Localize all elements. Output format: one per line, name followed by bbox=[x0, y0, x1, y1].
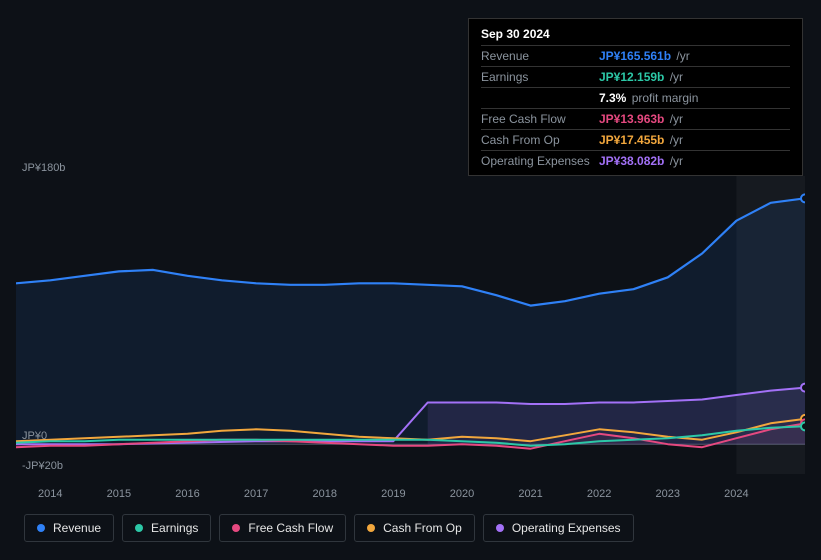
tooltip-row-value: JP¥17.455b bbox=[599, 133, 664, 147]
tooltip-row-value: JP¥165.561b bbox=[599, 49, 671, 63]
legend-label: Revenue bbox=[53, 521, 101, 535]
x-axis-label: 2022 bbox=[587, 488, 611, 500]
legend-item-operating-expenses[interactable]: Operating Expenses bbox=[483, 514, 634, 542]
legend-label: Operating Expenses bbox=[512, 521, 621, 535]
chart-legend: Revenue Earnings Free Cash Flow Cash From O… bbox=[24, 514, 634, 542]
legend-label: Cash From Op bbox=[383, 521, 462, 535]
legend-label: Earnings bbox=[151, 521, 198, 535]
chart-svg bbox=[16, 160, 805, 480]
tooltip-row-label: Cash From Op bbox=[481, 133, 599, 147]
legend-dot-icon bbox=[232, 524, 240, 532]
tooltip-row-label: Revenue bbox=[481, 49, 599, 63]
x-axis-label: 2021 bbox=[518, 488, 542, 500]
tooltip-row-value: 7.3% bbox=[599, 91, 626, 105]
x-axis-label: 2018 bbox=[312, 488, 336, 500]
tooltip-row-unit: /yr bbox=[673, 49, 690, 63]
legend-label: Free Cash Flow bbox=[248, 521, 333, 535]
legend-dot-icon bbox=[496, 524, 504, 532]
y-axis-label: JP¥0 bbox=[22, 430, 47, 442]
tooltip-date: Sep 30 2024 bbox=[481, 27, 790, 45]
x-axis-label: 2017 bbox=[244, 488, 268, 500]
x-axis-label: 2014 bbox=[38, 488, 62, 500]
tooltip-row-label: Earnings bbox=[481, 70, 599, 84]
data-tooltip: Sep 30 2024 RevenueJP¥165.561b /yrEarnin… bbox=[468, 18, 803, 176]
legend-item-cash-from-op[interactable]: Cash From Op bbox=[354, 514, 475, 542]
tooltip-row-label bbox=[481, 91, 599, 105]
legend-dot-icon bbox=[367, 524, 375, 532]
tooltip-row: RevenueJP¥165.561b /yr bbox=[481, 45, 790, 66]
tooltip-row-unit: profit margin bbox=[628, 91, 698, 105]
x-axis-label: 2015 bbox=[107, 488, 131, 500]
x-axis-label: 2020 bbox=[450, 488, 474, 500]
financials-chart: JP¥180bJP¥0-JP¥20b 201420152016201720182… bbox=[16, 160, 805, 480]
y-axis-label: -JP¥20b bbox=[22, 460, 63, 472]
legend-dot-icon bbox=[135, 524, 143, 532]
tooltip-row: Free Cash FlowJP¥13.963b /yr bbox=[481, 108, 790, 129]
x-axis-label: 2019 bbox=[381, 488, 405, 500]
tooltip-row-value: JP¥13.963b bbox=[599, 112, 664, 126]
x-axis-label: 2023 bbox=[656, 488, 680, 500]
tooltip-row-unit: /yr bbox=[666, 112, 683, 126]
tooltip-row: 7.3% profit margin bbox=[481, 87, 790, 108]
x-axis-label: 2024 bbox=[724, 488, 748, 500]
tooltip-row: EarningsJP¥12.159b /yr bbox=[481, 66, 790, 87]
tooltip-row-label: Free Cash Flow bbox=[481, 112, 599, 126]
y-axis-label: JP¥180b bbox=[22, 162, 65, 174]
tooltip-row-unit: /yr bbox=[666, 70, 683, 84]
legend-dot-icon bbox=[37, 524, 45, 532]
legend-item-free-cash-flow[interactable]: Free Cash Flow bbox=[219, 514, 346, 542]
x-axis-label: 2016 bbox=[175, 488, 199, 500]
tooltip-row: Cash From OpJP¥17.455b /yr bbox=[481, 129, 790, 150]
legend-item-revenue[interactable]: Revenue bbox=[24, 514, 114, 542]
tooltip-row-unit: /yr bbox=[666, 133, 683, 147]
tooltip-row-value: JP¥12.159b bbox=[599, 70, 664, 84]
legend-item-earnings[interactable]: Earnings bbox=[122, 514, 211, 542]
